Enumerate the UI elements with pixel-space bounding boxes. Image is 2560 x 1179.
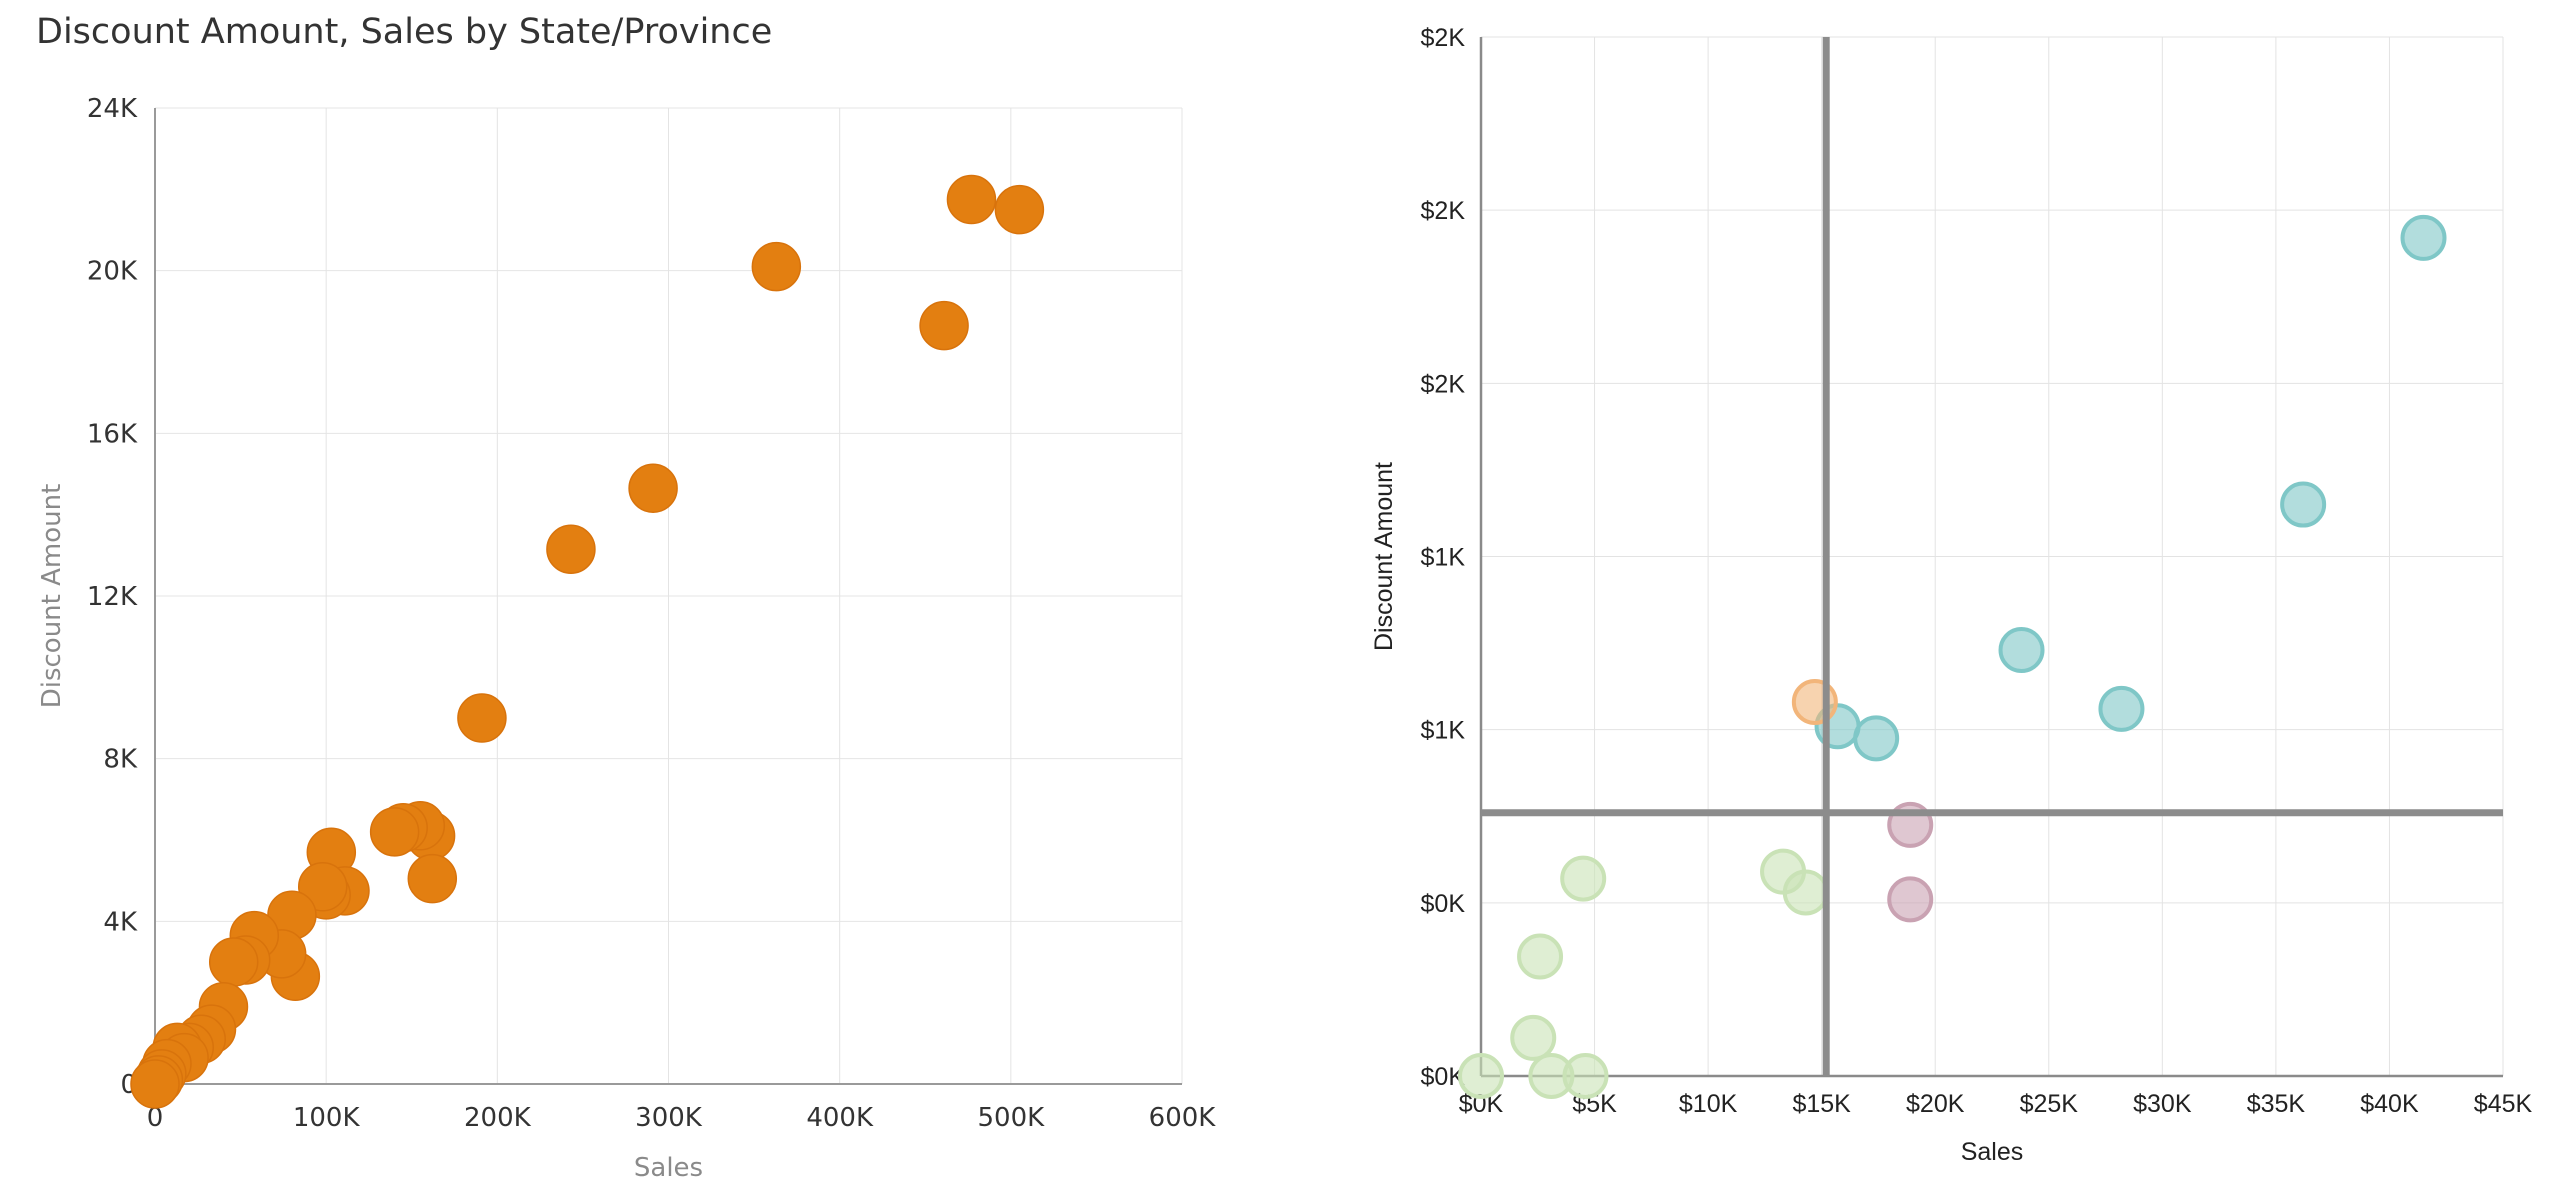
left-y-tick-label: 8K bbox=[103, 745, 138, 775]
right-x-tick-label: $35K bbox=[2247, 1090, 2306, 1118]
scatter-point bbox=[994, 184, 1045, 235]
scatter-point bbox=[751, 241, 802, 292]
scatter-point-green bbox=[1560, 855, 1607, 902]
left-y-tick-label: 20K bbox=[87, 257, 138, 287]
left-x-tick-label: 200K bbox=[464, 1103, 532, 1133]
left-grid bbox=[155, 107, 1183, 1084]
scatter-point bbox=[546, 524, 596, 574]
scatter-point bbox=[628, 463, 678, 513]
left-x-tick-label: 0 bbox=[147, 1103, 164, 1133]
chart-title: Discount Amount, Sales by State/Province bbox=[36, 12, 773, 52]
left-x-tick-label: 400K bbox=[806, 1103, 874, 1133]
left-x-tick-label: 600K bbox=[1149, 1103, 1217, 1133]
left-x-axis-title: Sales bbox=[634, 1153, 703, 1179]
right-y-tick-label: $1K bbox=[1421, 544, 1466, 572]
left-x-tick-label: 500K bbox=[977, 1103, 1045, 1133]
right-x-tick-label: $15K bbox=[1792, 1090, 1851, 1118]
scatter-point-teal bbox=[2280, 481, 2327, 528]
scatter-point bbox=[369, 807, 420, 857]
scatter-point-teal bbox=[1853, 715, 1900, 762]
right-y-tick-label: $1K bbox=[1421, 717, 1466, 745]
right-x-tick-label: $30K bbox=[2133, 1090, 2192, 1118]
left-x-tick-label: 100K bbox=[293, 1103, 361, 1133]
scatter-point-mauve bbox=[1887, 876, 1934, 923]
scatter-point-green bbox=[1510, 1014, 1557, 1061]
scatter-point bbox=[919, 300, 969, 351]
right-points bbox=[1458, 214, 2447, 1099]
right-y-axis-title: Discount Amount bbox=[1370, 462, 1398, 651]
scatter-point bbox=[130, 1059, 180, 1109]
scatter-point-green bbox=[1782, 869, 1829, 916]
right-y-tick-label: $2K bbox=[1421, 197, 1466, 225]
scatter-point-teal bbox=[1998, 627, 2045, 674]
left-y-tick-label: 12K bbox=[87, 582, 138, 612]
right-x-tick-label: $40K bbox=[2360, 1090, 2419, 1118]
left-x-tick-label: 300K bbox=[635, 1103, 703, 1133]
scatter-point bbox=[946, 174, 997, 225]
right-grid bbox=[1481, 36, 2504, 1076]
left-y-tick-label: 16K bbox=[87, 419, 138, 449]
scatter-point bbox=[457, 693, 507, 743]
left-points bbox=[130, 174, 1045, 1109]
left-y-axis-title: Discount Amount bbox=[37, 484, 67, 709]
left-y-tick-label: 24K bbox=[87, 94, 138, 124]
scatter-point bbox=[297, 862, 348, 912]
scatter-point-green bbox=[1517, 933, 1564, 980]
right-x-tick-label: $25K bbox=[2020, 1090, 2079, 1118]
scatter-point-green bbox=[1562, 1053, 1609, 1099]
right-x-tick-label: $45K bbox=[2474, 1090, 2533, 1118]
right-x-tick-label: $10K bbox=[1679, 1090, 1738, 1118]
right-y-tick-label: $0K bbox=[1421, 1063, 1466, 1091]
right-x-axis-title: Sales bbox=[1961, 1138, 2024, 1166]
right-y-tick-label: $0K bbox=[1421, 890, 1466, 918]
scatter-point-teal bbox=[2098, 685, 2145, 732]
scatter-point bbox=[407, 853, 458, 904]
right-y-tick-label: $2K bbox=[1421, 370, 1466, 398]
right-y-tick-label: $2K bbox=[1421, 24, 1466, 52]
scatter-point-green bbox=[1458, 1053, 1504, 1099]
right-x-tick-label: $20K bbox=[1906, 1090, 1965, 1118]
scatter-point-teal bbox=[2400, 214, 2447, 261]
left-y-tick-label: 4K bbox=[103, 907, 138, 937]
